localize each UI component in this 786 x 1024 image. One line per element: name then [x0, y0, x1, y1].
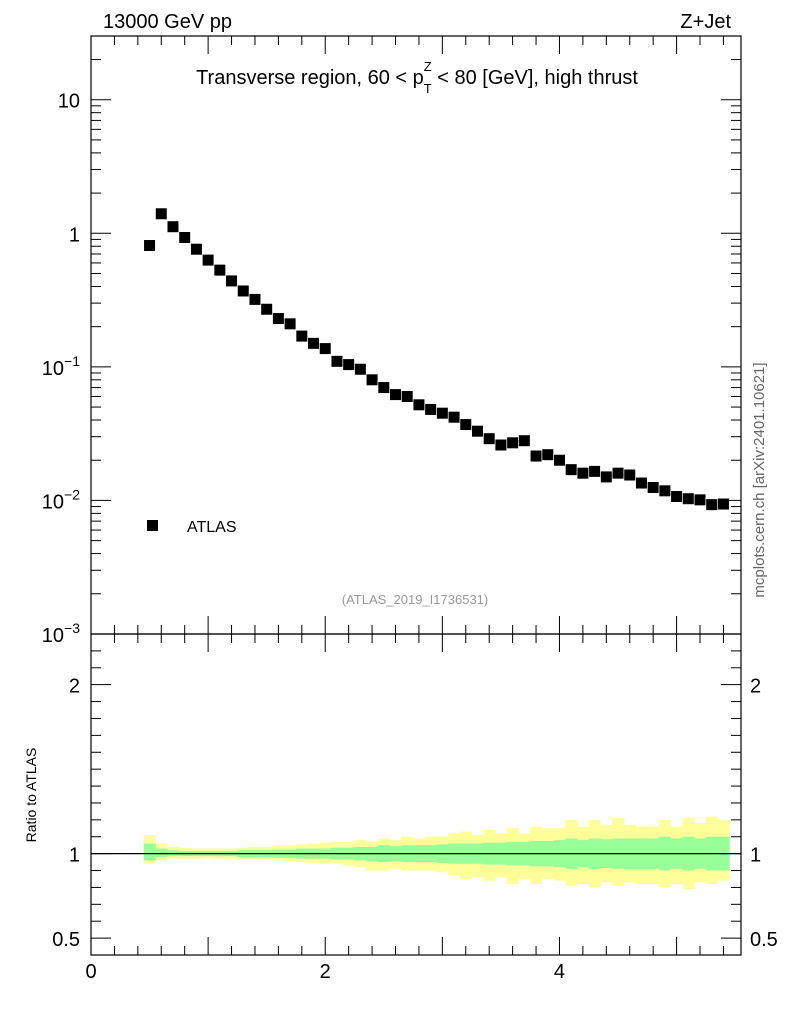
data-point	[682, 493, 694, 505]
x-tick-label: 4	[554, 961, 565, 983]
data-point	[331, 355, 343, 367]
data-point	[401, 390, 413, 402]
data-point	[425, 403, 437, 415]
data-point	[471, 425, 483, 437]
data-point	[413, 399, 425, 411]
ratio-band-bin	[143, 843, 156, 861]
data-point	[249, 293, 261, 305]
ratio-panel: 0.5 0.5 1 1 2 2 0 2 4 Ratio to ATLAS	[23, 633, 778, 983]
data-point	[717, 498, 729, 510]
data-point	[706, 499, 718, 511]
x-tick-label: 0	[85, 961, 96, 983]
upper-y-tick-label: 10−2	[42, 486, 80, 513]
chart-title: Transverse region, 60 < pTZ < 80 [GeV], …	[196, 59, 638, 96]
data-point	[167, 221, 179, 233]
data-point	[155, 208, 167, 220]
ratio-y-tick-label-right: 2	[750, 676, 761, 698]
x-tick-labels: 0 2 4	[85, 961, 565, 983]
data-point	[647, 481, 659, 493]
data-point	[296, 330, 308, 342]
data-point	[671, 491, 683, 503]
watermark-label: mcplots.cern.ch [arXiv:2401.10621]	[751, 362, 768, 597]
chart-title-suffix: < 80 [GeV], high thrust	[432, 67, 639, 89]
ratio-y-ticks	[91, 633, 741, 956]
upper-y-tick-label: 10	[58, 91, 80, 113]
x-tick-label: 2	[320, 961, 331, 983]
data-point	[226, 275, 238, 287]
data-point	[495, 439, 507, 451]
legend-marker-atlas	[147, 520, 158, 531]
data-point	[589, 465, 601, 477]
data-point	[366, 374, 378, 386]
data-point	[624, 469, 636, 481]
data-point	[507, 437, 519, 449]
upper-y-tick-labels: 10 1 10−1 10−2 10−3	[42, 91, 80, 647]
ratio-y-tick-labels: 0.5 0.5 1 1 2 2	[52, 676, 778, 951]
data-point	[530, 450, 542, 462]
data-point	[261, 303, 273, 315]
data-point	[436, 407, 448, 419]
data-point	[635, 477, 647, 489]
upper-y-tick-label: 1	[69, 224, 80, 246]
data-point	[378, 382, 390, 394]
data-point	[553, 454, 565, 466]
data-point	[284, 318, 296, 330]
data-point	[483, 433, 495, 445]
data-point	[190, 243, 202, 255]
upper-y-tick-label: 10−3	[42, 620, 80, 647]
data-point	[448, 411, 460, 423]
ratio-x-ticks	[90, 634, 724, 955]
data-point	[308, 337, 320, 349]
data-point	[144, 240, 156, 252]
data-point	[214, 264, 226, 276]
data-point	[460, 419, 472, 431]
upper-y-ticks	[91, 35, 741, 635]
data-point	[659, 485, 671, 497]
chart-title-prefix: Transverse region, 60 < p	[196, 67, 424, 89]
ratio-y-tick-label-left: 0.5	[52, 929, 80, 951]
data-point	[319, 343, 331, 355]
upper-x-ticks	[90, 36, 724, 634]
analysis-id-label: (ATLAS_2019_I1736531)	[342, 592, 488, 607]
data-point	[179, 232, 191, 244]
ratio-band-bin	[155, 848, 168, 858]
data-point	[202, 254, 214, 266]
data-point	[577, 467, 589, 479]
data-point	[343, 359, 355, 371]
upper-panel-frame	[90, 35, 742, 635]
atlas-data-points	[144, 208, 729, 511]
data-point	[694, 494, 706, 506]
data-point	[272, 313, 284, 325]
data-point	[354, 363, 366, 375]
data-point	[565, 464, 577, 476]
ratio-y-tick-label-right: 1	[750, 845, 761, 867]
legend-label-atlas: ATLAS	[187, 519, 237, 536]
upper-panel: 10 1 10−1 10−2 10−3 ATLAS (ATLAS_2019_I17365…	[42, 35, 742, 647]
data-point	[612, 467, 624, 479]
chart-title-sup: Z	[424, 59, 432, 74]
chart-title-sub: T	[424, 81, 432, 96]
ratio-y-axis-label: Ratio to ATLAS	[23, 748, 39, 843]
data-point	[518, 435, 530, 447]
ratio-y-tick-label-left: 2	[69, 676, 80, 698]
data-point	[390, 389, 402, 401]
data-point	[237, 285, 249, 297]
energy-label: 13000 GeV pp	[103, 11, 232, 33]
process-label: Z+Jet	[680, 11, 731, 33]
upper-y-tick-label: 10−1	[42, 353, 80, 380]
ratio-uncertainty-bands	[143, 816, 730, 890]
ratio-panel-frame	[90, 633, 742, 956]
ratio-y-tick-label-right: 0.5	[750, 929, 778, 951]
data-point	[600, 471, 612, 483]
data-point	[542, 449, 554, 461]
ratio-y-tick-label-left: 1	[69, 845, 80, 867]
